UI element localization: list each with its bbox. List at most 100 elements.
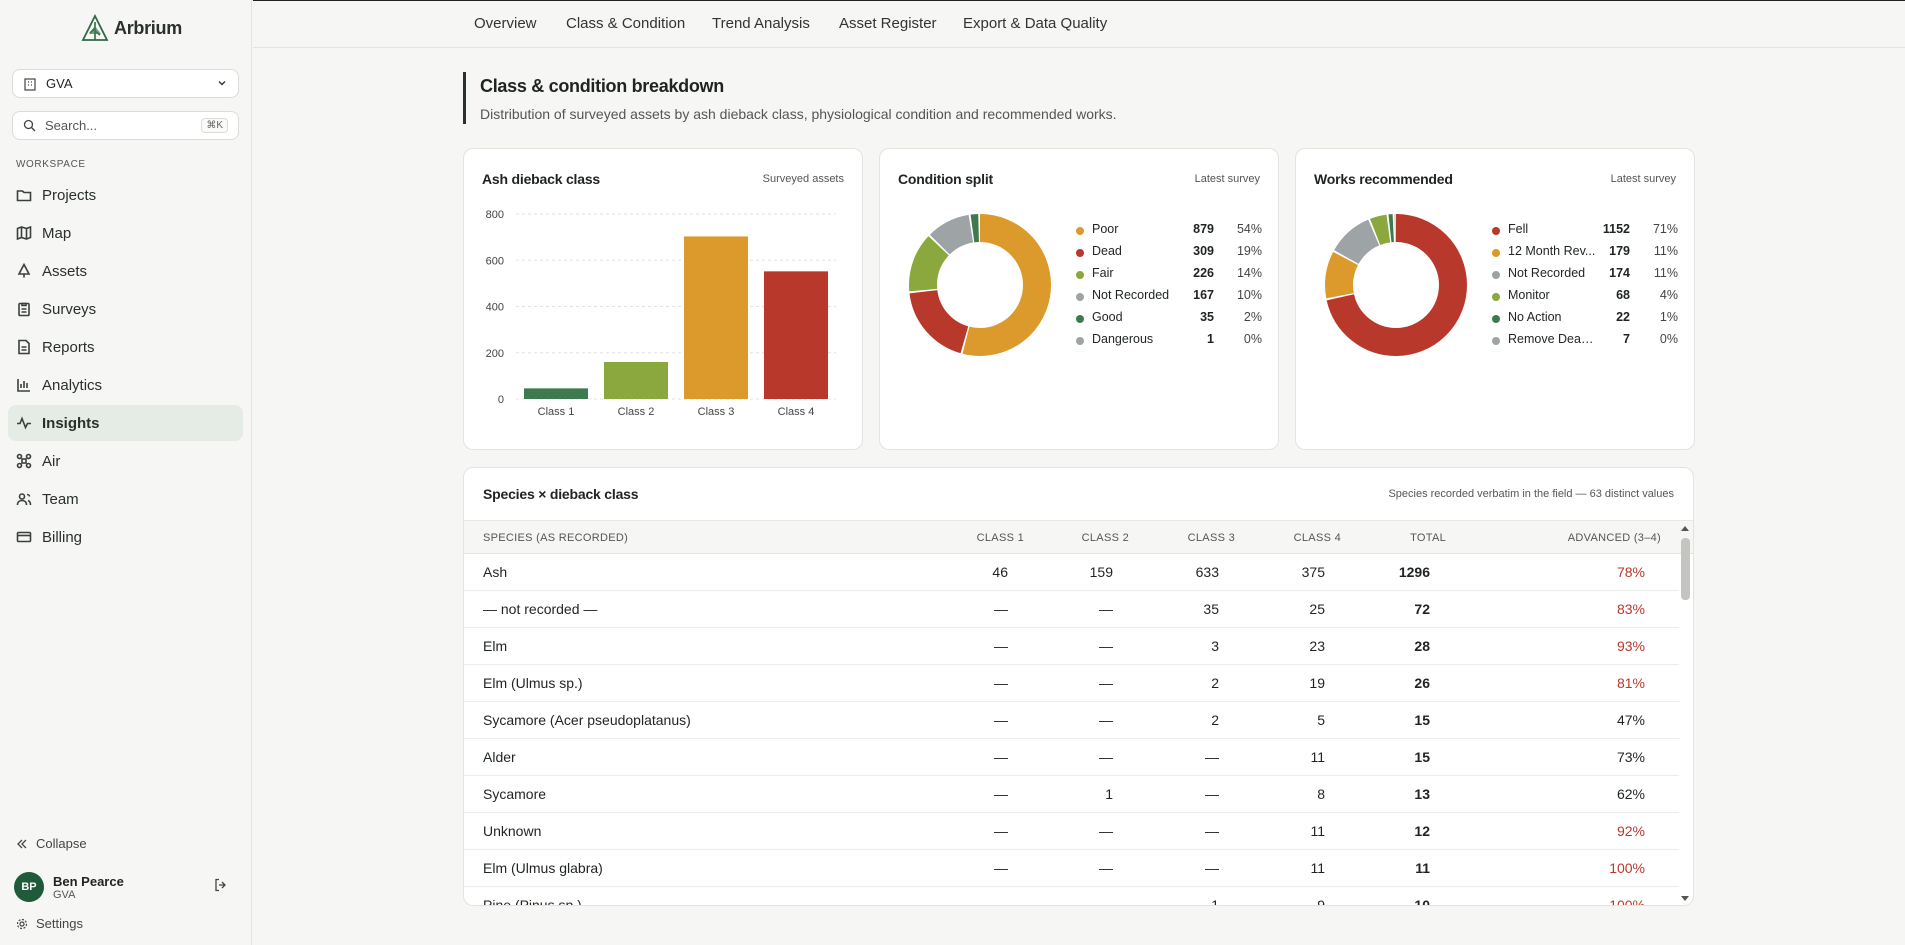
page-title: Class & condition breakdown — [480, 76, 724, 96]
table-cell-adv: 83% — [1616, 601, 1645, 617]
card-subtitle: Latest survey — [1610, 173, 1676, 185]
table-cell-c3: 35 — [1203, 601, 1219, 617]
scrollbar-thumb[interactable] — [1681, 538, 1690, 600]
app-logo[interactable]: Arbrium — [80, 14, 182, 42]
sidebar-item-reports[interactable]: Reports — [8, 329, 243, 365]
tab-class-condition[interactable]: Class & Condition — [566, 15, 686, 32]
legend-count: 68 — [1616, 288, 1630, 302]
table-cell-species: Elm (Ulmus sp.) — [483, 675, 583, 691]
sidebar-item-air[interactable]: Air — [8, 443, 243, 479]
donut-slice[interactable] — [1325, 214, 1467, 356]
table-row[interactable]: Pine (Pinus sp.) — — 1 9 10 100% — [464, 887, 1679, 905]
col-header-class1[interactable]: CLASS 1 — [976, 532, 1024, 544]
sidebar-item-billing[interactable]: Billing — [8, 519, 243, 555]
legend-label: 12 Month Rev... — [1508, 244, 1596, 258]
org-select[interactable]: GVA — [12, 69, 239, 98]
settings-button[interactable]: Settings — [16, 916, 83, 931]
table-row[interactable]: Elm — — 3 23 28 93% — [464, 628, 1679, 665]
legend-percent: 0% — [1659, 332, 1678, 346]
table-cell-c3: — — [1205, 860, 1219, 876]
table-row[interactable]: Ash 46 159 633 375 1296 78% — [464, 554, 1679, 591]
donut-slice[interactable] — [909, 214, 1051, 356]
table-cell-adv: 100% — [1609, 860, 1645, 876]
col-header-species[interactable]: SPECIES (AS RECORDED) — [483, 532, 629, 544]
bar[interactable] — [684, 236, 748, 399]
sidebar-item-assets[interactable]: Assets — [8, 253, 243, 289]
table-cell-total: 72 — [1414, 601, 1430, 617]
col-header-total[interactable]: TOTAL — [1410, 532, 1446, 544]
table-row[interactable]: Unknown — — — 11 12 92% — [464, 813, 1679, 850]
table-cell-c2: — — [1099, 749, 1113, 765]
condition-split-card: Condition split Latest survey Poor 879 54%… — [879, 148, 1279, 450]
table-subtitle: Species recorded verbatim in the field —… — [1388, 488, 1674, 500]
user-org: GVA — [53, 888, 76, 901]
sidebar-item-map[interactable]: Map — [8, 215, 243, 251]
legend-count: 226 — [1193, 266, 1214, 280]
legend-item[interactable]: 12 Month Rev... 179 11% — [1492, 244, 1678, 266]
col-header-class3[interactable]: CLASS 3 — [1187, 532, 1235, 544]
legend-percent: 19% — [1236, 244, 1262, 258]
legend-count: 879 — [1193, 222, 1214, 236]
scroll-up-icon[interactable] — [1677, 522, 1693, 534]
bar[interactable] — [604, 362, 668, 399]
gear-icon — [16, 918, 28, 929]
table-scrollbar[interactable] — [1677, 520, 1693, 905]
table-row[interactable]: — not recorded — — — 35 25 72 83% — [464, 591, 1679, 628]
legend-item[interactable]: Not Recorded 167 10% — [1076, 288, 1262, 310]
legend-item[interactable]: Dead 309 19% — [1076, 244, 1262, 266]
sidebar-item-surveys[interactable]: Surveys — [8, 291, 243, 327]
tab-export-data-quality[interactable]: Export & Data Quality — [963, 15, 1108, 32]
donut-slice[interactable] — [1325, 214, 1467, 356]
collapse-button[interactable]: Collapse — [16, 836, 87, 851]
user-profile[interactable]: BP Ben Pearce GVA — [14, 872, 124, 902]
sidebar-item-projects[interactable]: Projects — [8, 177, 243, 213]
legend-swatch — [1492, 293, 1500, 301]
table-row[interactable]: Sycamore (Acer pseudoplatanus) — — 2 5 15 47% — [464, 702, 1679, 739]
condition-donut-chart — [909, 214, 1051, 356]
card-subtitle: Surveyed assets — [762, 173, 844, 185]
legend-swatch — [1076, 315, 1084, 323]
table-row[interactable]: Alder — — — 11 15 73% — [464, 739, 1679, 776]
col-header-advanced[interactable]: ADVANCED (3–4) — [1567, 532, 1661, 544]
legend-count: 1 — [1207, 332, 1214, 346]
legend-item[interactable]: Not Recorded 174 11% — [1492, 266, 1678, 288]
y-tick-label: 400 — [486, 302, 504, 314]
table-row[interactable]: Elm (Ulmus sp.) — — 2 19 26 81% — [464, 665, 1679, 702]
legend-item[interactable]: Good 35 2% — [1076, 310, 1262, 332]
legend-item[interactable]: Poor 879 54% — [1076, 222, 1262, 244]
sidebar-item-team[interactable]: Team — [8, 481, 243, 517]
table-title: Species × dieback class — [483, 486, 639, 502]
legend-percent: 14% — [1236, 266, 1262, 280]
legend-item[interactable]: Fell 1152 71% — [1492, 222, 1678, 244]
bar[interactable] — [524, 388, 588, 399]
legend-item[interactable]: Monitor 68 4% — [1492, 288, 1678, 310]
table-cell-total: 13 — [1414, 786, 1430, 802]
tree-logo-icon — [81, 14, 109, 41]
table-cell-c3: 2 — [1211, 712, 1219, 728]
tab-trend-analysis[interactable]: Trend Analysis — [712, 15, 810, 32]
tab-asset-register[interactable]: Asset Register — [839, 15, 937, 32]
tab-overview[interactable]: Overview — [474, 15, 537, 32]
table-cell-c3: — — [1205, 823, 1219, 839]
table-row[interactable]: Elm (Ulmus glabra) — — — 11 11 100% — [464, 850, 1679, 887]
logout-icon[interactable] — [213, 877, 229, 893]
legend-item[interactable]: No Action 22 1% — [1492, 310, 1678, 332]
scroll-down-icon[interactable] — [1677, 893, 1693, 905]
legend-count: 1152 — [1602, 222, 1630, 236]
legend-item[interactable]: Remove Deadw... 7 0% — [1492, 332, 1678, 354]
donut-slice[interactable] — [909, 214, 1051, 356]
col-header-class4[interactable]: CLASS 4 — [1293, 532, 1341, 544]
table-row[interactable]: Sycamore — 1 — 8 13 62% — [464, 776, 1679, 813]
sidebar-item-insights[interactable]: Insights — [8, 405, 243, 441]
table-cell-c2: — — [1099, 712, 1113, 728]
legend-swatch — [1492, 337, 1500, 345]
sidebar-item-analytics[interactable]: Analytics — [8, 367, 243, 403]
legend-item[interactable]: Dangerous 1 0% — [1076, 332, 1262, 354]
legend-swatch — [1492, 315, 1500, 323]
avatar: BP — [14, 872, 44, 902]
legend-item[interactable]: Fair 226 14% — [1076, 266, 1262, 288]
bar[interactable] — [764, 271, 828, 399]
col-header-class2[interactable]: CLASS 2 — [1081, 532, 1129, 544]
legend-percent: 11% — [1653, 266, 1678, 280]
search-input[interactable]: Search... ⌘K — [12, 111, 239, 140]
